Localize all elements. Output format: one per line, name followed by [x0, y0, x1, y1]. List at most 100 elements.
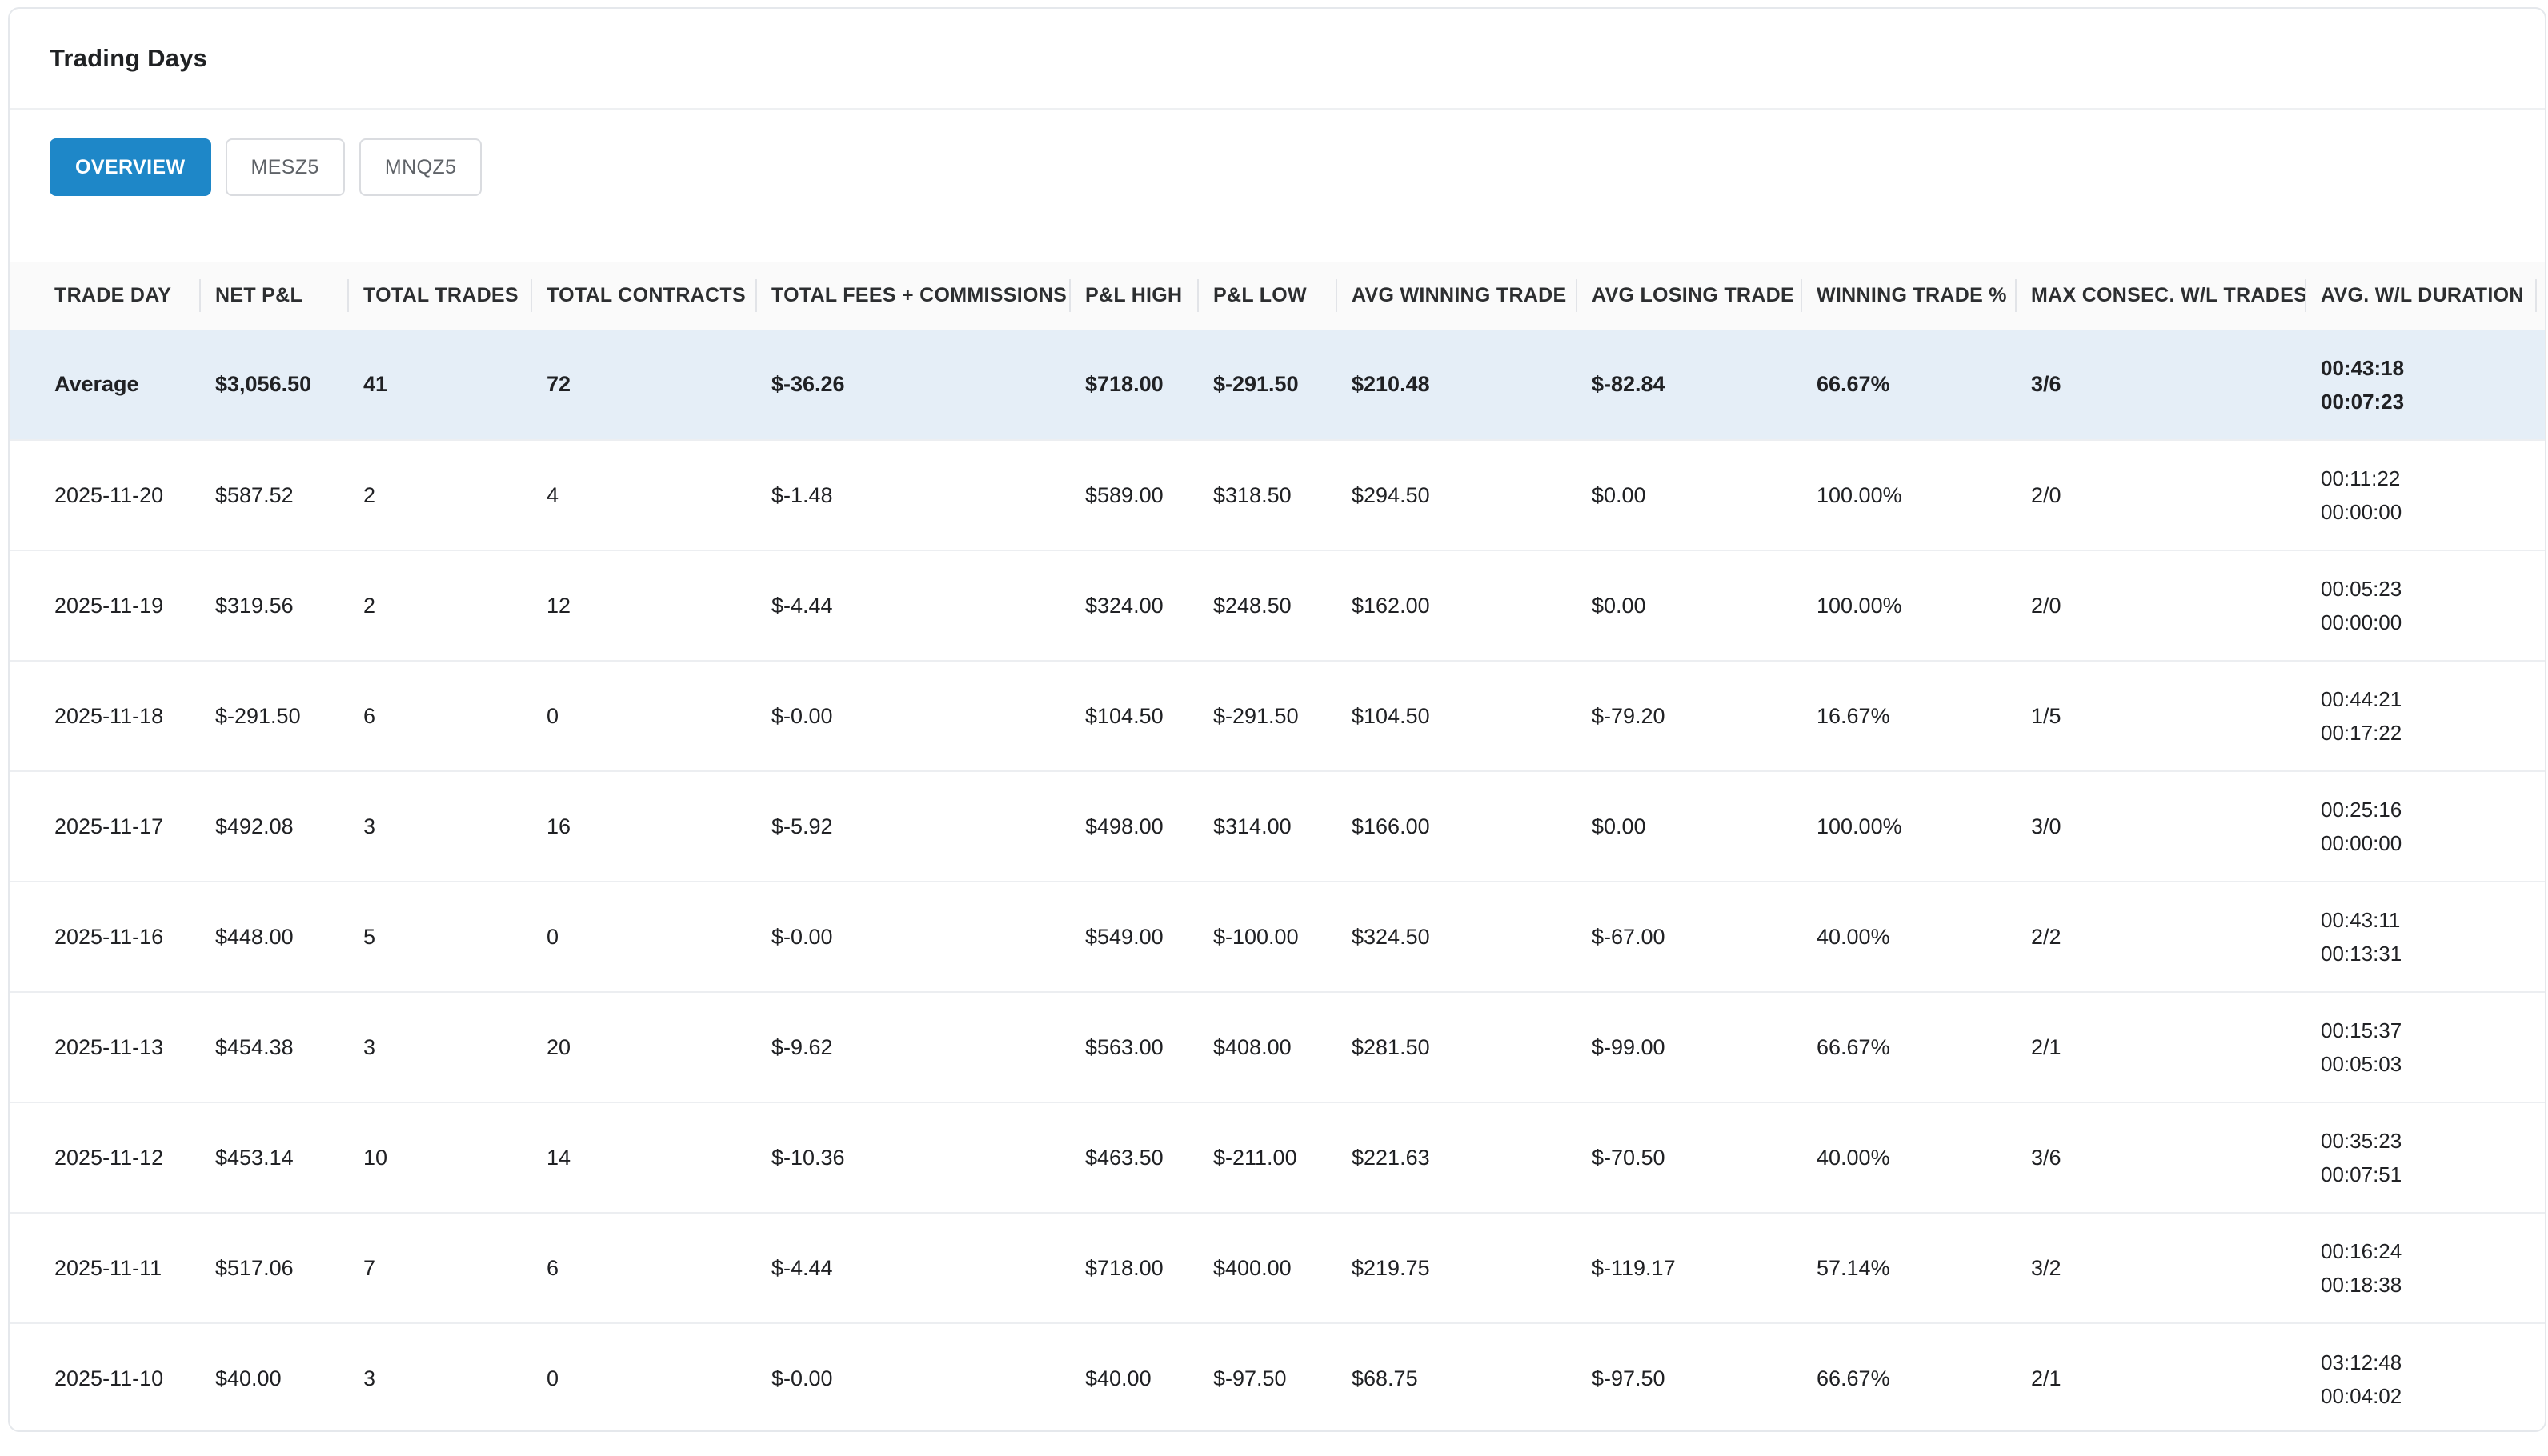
trading-days-table: TRADE DAY NET P&L TOTAL TRADES TOTAL CON… — [10, 262, 2545, 1430]
cell-total-trades: 10 — [347, 1102, 531, 1214]
table-row[interactable]: 2025-11-12 $453.14 10 14 $-10.36 $463.50… — [10, 1102, 2545, 1214]
cell-avg-wl-duration: 00:43:11 00:13:31 — [2305, 882, 2535, 993]
cell-max-consec-wl: 3/0 — [2015, 771, 2305, 882]
cell-total-trades: 2 — [347, 440, 531, 551]
table-row[interactable]: 2025-11-18 $-291.50 6 0 $-0.00 $104.50 $… — [10, 661, 2545, 772]
avg-win-duration: 00:05:23 — [2321, 577, 2402, 601]
cell-avg-losing-trade: $-99.00 — [1576, 992, 1801, 1103]
cell-spacer — [2535, 440, 2545, 551]
avg-win-duration: 00:11:22 — [2321, 466, 2401, 490]
cell-pnl-high: $718.00 — [1069, 1213, 1197, 1324]
cell-trade-day: 2025-11-10 — [54, 1366, 164, 1390]
table-row[interactable]: 2025-11-13 $454.38 3 20 $-9.62 $563.00 $… — [10, 992, 2545, 1103]
cell-avg-losing-trade: $-79.20 — [1576, 661, 1801, 772]
cell-winning-trade-pct: 66.67% — [1801, 992, 2015, 1103]
cell-max-consec-wl: 3/2 — [2015, 1213, 2305, 1324]
cell-max-consec-wl: 2/0 — [2015, 550, 2305, 662]
cell-pnl-high: $589.00 — [1069, 440, 1197, 551]
column-header-max-consec-wl: MAX CONSEC. W/L TRADES — [2015, 262, 2305, 330]
column-header-avg-losing-trade: AVG LOSING TRADE — [1576, 262, 1801, 330]
table-row[interactable]: 2025-11-11 $517.06 7 6 $-4.44 $718.00 $4… — [10, 1213, 2545, 1324]
tab-overview[interactable]: OVERVIEW — [50, 138, 211, 196]
cell-avg-winning-trade: $104.50 — [1336, 661, 1576, 772]
cell-spacer — [2535, 550, 2545, 662]
cell-spacer — [2535, 661, 2545, 772]
cell-avg-losing-trade: $-82.84 — [1576, 330, 1801, 441]
cell-net-pnl: $492.08 — [199, 771, 347, 882]
cell-total-contracts: 6 — [531, 1213, 755, 1324]
cell-avg-winning-trade: $219.75 — [1336, 1213, 1576, 1324]
table-row[interactable]: 2025-11-20 $587.52 2 4 $-1.48 $589.00 $3… — [10, 440, 2545, 551]
cell-net-pnl: $319.56 — [199, 550, 347, 662]
cell-total-contracts: 14 — [531, 1102, 755, 1214]
cell-winning-trade-pct: 100.00% — [1801, 550, 2015, 662]
avg-win-duration: 00:16:24 — [2321, 1239, 2402, 1263]
cell-spacer — [2535, 1323, 2545, 1430]
cell-trade-day: 2025-11-18 — [10, 661, 199, 772]
cell-avg-losing-trade: $-70.50 — [1576, 1102, 1801, 1214]
cell-avg-losing-trade: $-97.50 — [1592, 1366, 1665, 1390]
avg-win-duration: 00:43:18 — [2321, 355, 2405, 380]
cell-max-consec-wl: 2/2 — [2015, 882, 2305, 993]
cell-avg-wl-duration: 00:05:23 00:00:00 — [2305, 550, 2535, 662]
cell-avg-winning-trade: $324.50 — [1336, 882, 1576, 993]
table-row[interactable]: 2025-11-16 $448.00 5 0 $-0.00 $549.00 $-… — [10, 882, 2545, 993]
cell-avg-wl-duration: 00:43:18 00:07:23 — [2305, 330, 2535, 441]
cell-net-pnl: $587.52 — [199, 440, 347, 551]
cell-max-consec-wl: 3/6 — [2015, 1102, 2305, 1214]
avg-loss-duration: 00:17:22 — [2321, 721, 2402, 745]
cell-avg-winning-trade: $221.63 — [1336, 1102, 1576, 1214]
cell-winning-trade-pct: 66.67% — [1801, 330, 2015, 441]
cell-pnl-high: $498.00 — [1069, 771, 1197, 882]
table-row[interactable]: 2025-11-19 $319.56 2 12 $-4.44 $324.00 $… — [10, 550, 2545, 662]
column-header-total-fees: TOTAL FEES + COMMISSIONS — [755, 262, 1069, 330]
cell-total-fees: $-1.48 — [755, 440, 1069, 551]
avg-loss-duration: 00:05:03 — [2321, 1052, 2402, 1076]
cell-total-contracts: 16 — [531, 771, 755, 882]
column-header-winning-trade-pct: WINNING TRADE % — [1801, 262, 2015, 330]
table-row[interactable]: 2025-11-10 $40.00 3 0 $-0.00 $40.00 $-97… — [10, 1323, 2545, 1430]
column-header-pnl-low: P&L LOW — [1197, 262, 1336, 330]
cell-trade-day: 2025-11-11 — [10, 1213, 199, 1324]
cell-winning-trade-pct: 16.67% — [1801, 661, 2015, 772]
cell-net-pnl: $453.14 — [199, 1102, 347, 1214]
page-title: Trading Days — [50, 44, 208, 72]
cell-total-trades: 3 — [347, 771, 531, 882]
cell-max-consec-wl: 2/0 — [2015, 440, 2305, 551]
column-header-pnl-high: P&L HIGH — [1069, 262, 1197, 330]
cell-avg-wl-duration: 00:44:21 00:17:22 — [2305, 661, 2535, 772]
cell-net-pnl: $454.38 — [199, 992, 347, 1103]
table-row-average[interactable]: Average $3,056.50 41 72 $-36.26 $718.00 … — [10, 330, 2545, 441]
avg-loss-duration: 00:00:00 — [2321, 831, 2402, 855]
cell-total-trades: 3 — [363, 1366, 376, 1390]
cell-total-fees: $-10.36 — [755, 1102, 1069, 1214]
cell-avg-wl-duration: 03:12:48 00:04:02 — [2305, 1323, 2535, 1430]
tab-mesz5[interactable]: MESZ5 — [225, 138, 345, 196]
cell-trade-day: 2025-11-17 — [10, 771, 199, 882]
cell-pnl-low: $-211.00 — [1197, 1102, 1336, 1214]
avg-loss-duration: 00:00:00 — [2321, 500, 2402, 524]
cell-avg-losing-trade: $0.00 — [1576, 550, 1801, 662]
cell-avg-winning-trade: $210.48 — [1336, 330, 1576, 441]
tab-mnqz5[interactable]: MNQZ5 — [359, 138, 483, 196]
cell-total-contracts: 72 — [531, 330, 755, 441]
cell-net-pnl: $40.00 — [215, 1366, 282, 1390]
cell-pnl-low: $-100.00 — [1197, 882, 1336, 993]
column-header-avg-wl-duration: AVG. W/L DURATION — [2305, 262, 2535, 330]
cell-avg-wl-duration: 00:35:23 00:07:51 — [2305, 1102, 2535, 1214]
column-header-total-contracts: TOTAL CONTRACTS — [531, 262, 755, 330]
cell-trade-day: 2025-11-13 — [10, 992, 199, 1103]
cell-total-fees: $-9.62 — [755, 992, 1069, 1103]
cell-total-contracts: 0 — [547, 1366, 559, 1390]
table-header: TRADE DAY NET P&L TOTAL TRADES TOTAL CON… — [10, 262, 2545, 330]
table-row[interactable]: 2025-11-17 $492.08 3 16 $-5.92 $498.00 $… — [10, 771, 2545, 882]
cell-trade-day: 2025-11-16 — [10, 882, 199, 993]
cell-pnl-low: $-97.50 — [1213, 1366, 1287, 1390]
avg-win-duration: 03:12:48 — [2321, 1350, 2402, 1374]
cell-avg-wl-duration: 00:11:22 00:00:00 — [2305, 440, 2535, 551]
cell-avg-losing-trade: $-67.00 — [1576, 882, 1801, 993]
cell-spacer — [2535, 1213, 2545, 1324]
avg-win-duration: 00:25:16 — [2321, 798, 2402, 822]
cell-avg-wl-duration: 00:16:24 00:18:38 — [2305, 1213, 2535, 1324]
cell-total-fees: $-5.92 — [755, 771, 1069, 882]
